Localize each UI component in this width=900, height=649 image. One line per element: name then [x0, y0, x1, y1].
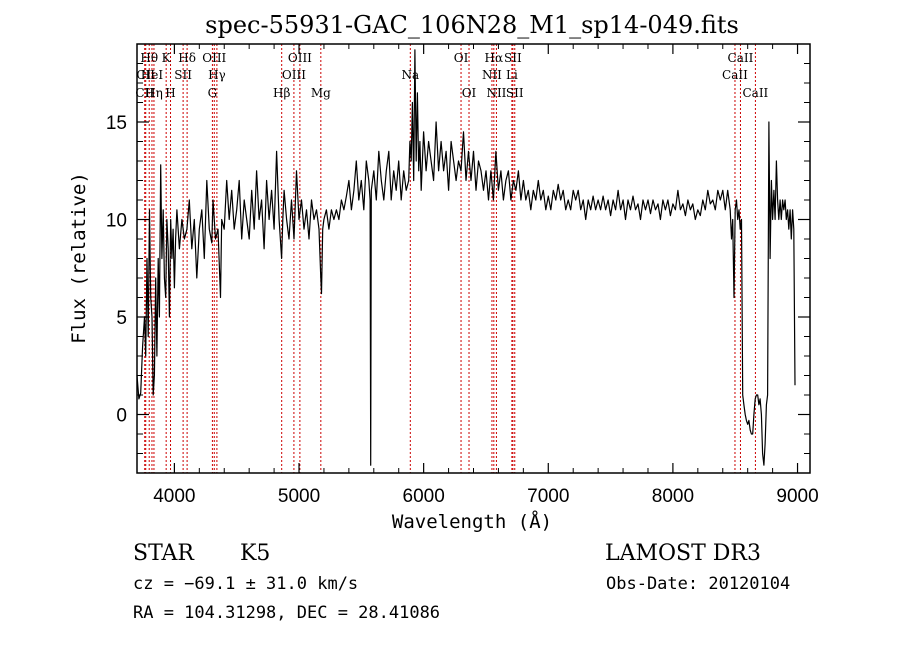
x-ticks: 4000 5000 6000 7000 8000 9000	[153, 44, 819, 507]
spectral-line-label: Hγ	[208, 68, 226, 82]
x-tick-label: 5000	[278, 486, 320, 507]
coords-label: RA = 104.31298, DEC = 28.41086	[133, 603, 440, 623]
survey-label: LAMOST DR3	[605, 541, 761, 566]
x-tick-label: 8000	[652, 486, 694, 507]
spectral-line-label: Hη	[145, 86, 163, 100]
x-tick-label: 4000	[153, 486, 195, 507]
spectral-line-label: NII	[482, 68, 502, 82]
spectral-line-label: CaII	[728, 51, 754, 65]
spectral-line-label: SII	[174, 68, 192, 82]
chart-title: spec-55931-GAC_106N28_M1_sp14-049.fits	[205, 11, 739, 39]
y-axis-label: Flux (relative)	[68, 172, 90, 344]
spectral-line-label: Na	[401, 68, 419, 82]
spectral-line-label: Hδ	[178, 51, 196, 65]
cz-label: cz = −69.1 ± 31.0 km/s	[133, 574, 358, 594]
spectral-line-label: CaII	[742, 86, 768, 100]
spectral-line-label: HeI	[141, 68, 164, 82]
spectral-line-label: Hθ	[140, 51, 158, 65]
spectral-line-label: SII	[504, 51, 522, 65]
y-ticks: 0 5 10 15	[106, 63, 810, 454]
spectral-line-label: CaII	[722, 68, 748, 82]
spectral-line-label: NII	[486, 86, 506, 100]
x-tick-label: 6000	[403, 486, 445, 507]
spectral-line-label: K	[162, 51, 172, 65]
y-tick-label: 10	[106, 211, 127, 232]
plot-frame	[136, 43, 811, 474]
spectral-line-label: OI	[454, 51, 469, 65]
spectral-line-label: G	[208, 86, 218, 100]
obs-date-label: Obs-Date: 20120104	[606, 574, 790, 594]
spectral-line-label: Mg	[311, 86, 331, 100]
spectral-line-label: H	[165, 86, 175, 100]
x-tick-label: 9000	[776, 486, 818, 507]
spectral-line-label: Li	[506, 68, 518, 82]
series-layer	[136, 49, 796, 466]
spectral-line-label: Hα	[485, 51, 504, 65]
series-line-flux	[136, 49, 796, 466]
y-tick-label: 5	[116, 308, 127, 329]
spectral-line-label: OIII	[202, 51, 226, 65]
spectral-lines-layer	[144, 44, 756, 473]
y-tick-label: 0	[116, 406, 127, 427]
y-tick-label: 15	[106, 113, 127, 134]
x-axis-label: Wavelength (Å)	[392, 510, 552, 533]
spectral-line-label: OIII	[288, 51, 312, 65]
x-tick-label: 7000	[527, 486, 569, 507]
spectral-line-label: OI	[462, 86, 477, 100]
spectral-line-label: Hβ	[273, 86, 290, 100]
spectral-line-label: CII	[136, 68, 155, 82]
spectral-line-label: SII	[506, 86, 524, 100]
spectral-line-label: OIII	[282, 68, 306, 82]
spectral-line-label: CII	[135, 86, 154, 100]
subclass-label: K5	[240, 541, 270, 566]
class-label: STAR	[133, 541, 195, 566]
